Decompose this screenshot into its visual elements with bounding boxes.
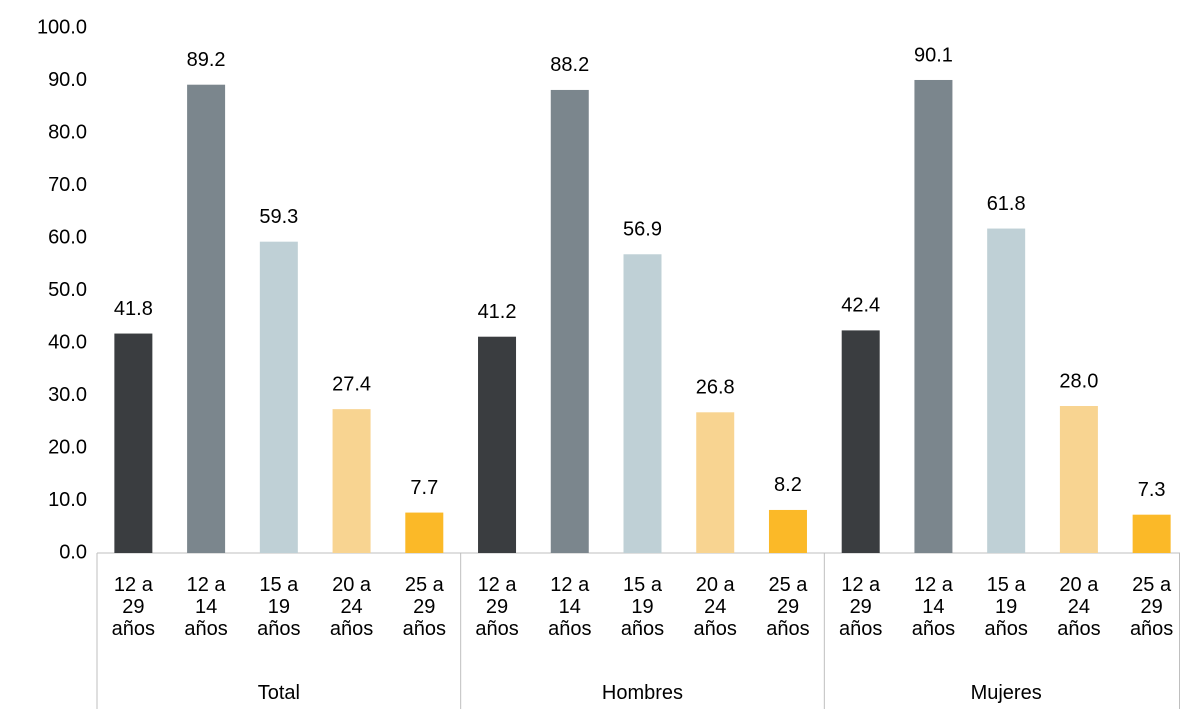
value-label: 56.9 xyxy=(623,219,662,241)
x-tick-label: 15 a 19 años xyxy=(257,574,301,640)
value-label: 61.8 xyxy=(987,193,1026,215)
y-tick-label: 10.0 xyxy=(48,489,87,511)
bar xyxy=(696,412,735,553)
y-tick-label: 100.0 xyxy=(37,16,87,38)
value-label: 7.3 xyxy=(1138,479,1166,501)
x-tick-label: 15 a 19 años xyxy=(620,574,665,640)
bar xyxy=(550,89,589,553)
bar xyxy=(914,79,953,553)
x-tick-label: 12 a 29 años xyxy=(475,574,519,640)
value-label: 89.2 xyxy=(187,49,226,71)
value-label: 59.3 xyxy=(259,206,298,228)
value-label: 41.2 xyxy=(478,301,517,323)
value-label: 7.7 xyxy=(410,477,438,499)
group-label: Hombres xyxy=(601,682,684,704)
value-label: 26.8 xyxy=(696,377,735,399)
bar xyxy=(1132,514,1171,553)
bar xyxy=(841,330,880,553)
y-tick-label: 60.0 xyxy=(48,226,87,248)
y-tick-label: 90.0 xyxy=(48,69,87,91)
x-tick-label: 25 a 29 años xyxy=(1129,574,1174,640)
x-tick-label: 12 a 14 años xyxy=(911,574,956,640)
bar xyxy=(332,409,371,553)
x-tick-label: 12 a 14 años xyxy=(184,574,228,640)
y-tick-label: 40.0 xyxy=(48,331,87,353)
x-tick-label: 15 a 19 años xyxy=(984,574,1028,640)
x-tick-label: 25 a 29 años xyxy=(402,574,446,640)
bar xyxy=(259,241,298,554)
y-tick-label: 30.0 xyxy=(48,384,87,406)
bar xyxy=(114,333,153,553)
value-label: 28.0 xyxy=(1059,370,1098,392)
x-tick-label: 12 a 29 años xyxy=(839,574,883,640)
x-tick-label: 20 a 24 años xyxy=(329,574,374,640)
bar xyxy=(187,84,226,553)
value-label: 41.8 xyxy=(114,298,153,320)
y-tick-label: 50.0 xyxy=(48,279,87,301)
group-label: Mujeres xyxy=(970,682,1042,704)
value-label: 90.1 xyxy=(914,44,953,66)
x-tick-label: 25 a 29 años xyxy=(766,574,810,640)
value-label: 42.4 xyxy=(841,295,880,317)
bar xyxy=(987,228,1026,554)
bar xyxy=(478,336,517,553)
value-label: 88.2 xyxy=(550,54,589,76)
bar xyxy=(768,509,807,553)
y-tick-label: 70.0 xyxy=(48,174,87,196)
value-label: 8.2 xyxy=(774,474,802,496)
x-tick-label: 12 a 29 años xyxy=(111,574,156,640)
y-tick-label: 20.0 xyxy=(48,436,87,458)
x-tick-label: 20 a 24 años xyxy=(1057,574,1101,640)
bar xyxy=(623,254,662,553)
group-label: Total xyxy=(257,682,300,704)
x-tick-label: 20 a 24 años xyxy=(693,574,737,640)
bar xyxy=(405,512,444,553)
y-tick-label: 80.0 xyxy=(48,121,87,143)
value-label: 27.4 xyxy=(332,373,371,395)
x-tick-label: 12 a 14 años xyxy=(548,574,592,640)
y-tick-label: 0.0 xyxy=(59,541,87,563)
bar xyxy=(1059,406,1098,553)
